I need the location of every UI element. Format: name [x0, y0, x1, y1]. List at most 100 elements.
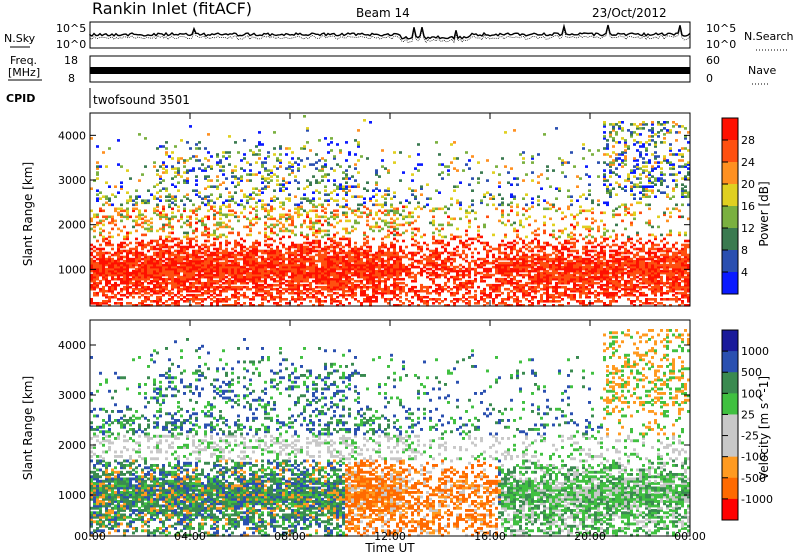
- power-cell: [318, 298, 321, 301]
- power-cell: [348, 185, 351, 188]
- power-cell: [312, 273, 315, 277]
- power-cell: [183, 271, 186, 275]
- power-cell: [435, 298, 438, 301]
- power-cell: [411, 257, 414, 261]
- power-cell: [387, 211, 390, 215]
- power-cell: [165, 151, 168, 154]
- power-cell: [534, 267, 537, 271]
- power-cell: [270, 259, 273, 263]
- power-cell: [384, 167, 387, 170]
- power-cell: [156, 298, 159, 301]
- power-cell: [375, 257, 378, 261]
- power-cell: [204, 283, 207, 287]
- power-cell: [357, 283, 360, 287]
- power-cell: [402, 277, 405, 281]
- power-cell: [414, 195, 417, 198]
- power-cell: [210, 298, 213, 301]
- power-cell: [216, 285, 219, 289]
- power-cell: [186, 273, 189, 277]
- power-cell: [225, 300, 228, 303]
- power-cell: [378, 287, 381, 291]
- power-cell: [570, 151, 573, 154]
- power-cell: [267, 235, 270, 239]
- power-cell: [450, 287, 453, 291]
- power-cell: [114, 263, 117, 267]
- power-cell: [576, 279, 579, 283]
- power-cell: [225, 251, 228, 255]
- power-cell: [438, 285, 441, 289]
- power-cell: [441, 273, 444, 277]
- power-cell: [129, 281, 132, 285]
- power-cell: [393, 281, 396, 285]
- power-cell: [390, 197, 393, 200]
- power-cell: [441, 251, 444, 255]
- power-cell: [330, 211, 333, 215]
- power-cell: [135, 267, 138, 271]
- power-cell: [153, 273, 156, 277]
- power-cell: [219, 293, 222, 297]
- power-cell: [300, 225, 303, 229]
- power-cell: [522, 151, 525, 154]
- power-cell: [372, 195, 375, 198]
- power-cell: [204, 197, 207, 200]
- power-cell: [174, 281, 177, 285]
- power-cell: [339, 265, 342, 269]
- power-cell: [459, 201, 462, 205]
- power-cell: [258, 199, 261, 202]
- power-cell: [276, 249, 279, 253]
- power-cell: [528, 271, 531, 275]
- power-cell: [132, 253, 135, 257]
- power-cell: [204, 285, 207, 289]
- power-cell: [564, 275, 567, 279]
- power-cell: [222, 257, 225, 261]
- power-cell: [309, 225, 312, 229]
- power-cell: [255, 241, 258, 245]
- power-cell: [420, 247, 423, 251]
- power-cell: [153, 195, 156, 198]
- power-cell: [219, 235, 222, 239]
- power-cell: [147, 241, 150, 245]
- power-cell: [270, 271, 273, 275]
- power-cell: [216, 223, 219, 227]
- power-cell: [345, 141, 348, 144]
- power-cell: [126, 257, 129, 261]
- power-cell: [459, 203, 462, 207]
- power-cell: [243, 271, 246, 275]
- power-cell: [537, 277, 540, 281]
- power-cell: [432, 223, 435, 227]
- power-cell: [519, 263, 522, 267]
- power-cell: [300, 231, 303, 235]
- power-cell: [411, 255, 414, 259]
- power-cell: [333, 285, 336, 289]
- power-cell: [486, 255, 489, 259]
- power-cell: [186, 141, 189, 144]
- power-cell: [225, 255, 228, 259]
- power-cell: [573, 225, 576, 229]
- power-cell: [207, 185, 210, 188]
- power-cell: [450, 251, 453, 255]
- power-cell: [342, 271, 345, 275]
- power-cell: [546, 285, 549, 289]
- power-cell: [156, 169, 159, 172]
- power-cell: [540, 187, 543, 190]
- power-cell: [492, 265, 495, 269]
- power-cell: [402, 205, 405, 209]
- power-cell: [264, 271, 267, 275]
- power-cell: [528, 273, 531, 277]
- power-cell: [159, 249, 162, 253]
- power-cell: [204, 261, 207, 265]
- power-cell: [498, 285, 501, 289]
- power-cell: [333, 281, 336, 285]
- power-cell: [180, 217, 183, 221]
- power-cell: [324, 271, 327, 275]
- power-cell: [429, 257, 432, 261]
- power-cell: [333, 253, 336, 257]
- power-cell: [153, 275, 156, 279]
- power-cell: [339, 271, 342, 275]
- power-cell: [393, 211, 396, 215]
- power-cell: [357, 215, 360, 219]
- power-cell: [456, 185, 459, 188]
- power-cell: [405, 221, 408, 225]
- power-cell: [132, 247, 135, 251]
- power-cell: [111, 219, 114, 223]
